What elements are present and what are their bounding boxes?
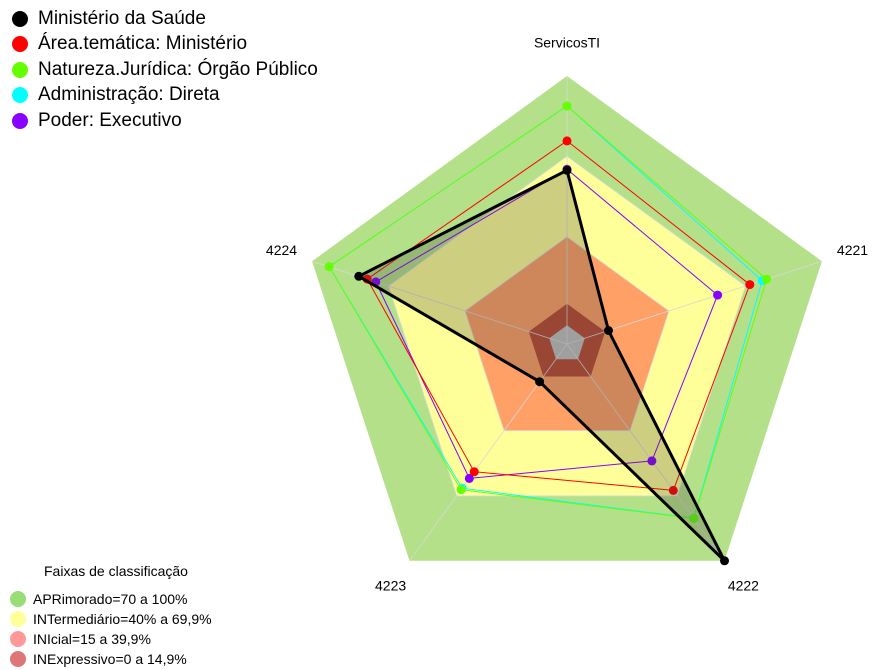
legend-marker [12, 36, 28, 53]
data-point [535, 377, 545, 387]
legend-item: Área.temática: Ministério [12, 32, 318, 58]
band-legend-marker [10, 611, 26, 627]
axis-label-ServicosTI: ServicosTI [534, 35, 600, 51]
legend-label: Poder: Executivo [38, 109, 182, 131]
series-1 [354, 165, 729, 566]
series-legend: Ministério da Saúde Área.temática: Minist… [12, 6, 318, 134]
legend-marker [12, 10, 28, 27]
series-line [355, 168, 726, 562]
data-point [689, 514, 699, 523]
series-3 [324, 101, 772, 523]
spoke-4222 [566, 343, 725, 562]
axis-label-4222: 4222 [728, 578, 759, 594]
band-legend-item: INExpressivo=0 a 14,9% [10, 649, 212, 669]
band-legend-label: INExpressivo=0 a 14,9% [33, 651, 187, 667]
data-point [456, 485, 466, 495]
data-point [713, 290, 723, 300]
legend-label: Área.temática: Ministério [38, 33, 248, 55]
band-legend-marker [10, 651, 26, 667]
data-point [762, 274, 772, 284]
data-point [464, 473, 474, 483]
data-point [562, 136, 572, 146]
data-point [604, 326, 613, 335]
band-legend-item: APRimorado=70 a 100% [10, 589, 212, 609]
legend-item: Poder: Executivo [12, 108, 318, 134]
data-point [562, 165, 572, 175]
classification-legend: Faixas de classificação APRimorado=70 a … [10, 563, 212, 669]
band-legend-item: INTermediário=40% a 69,9% [10, 609, 212, 629]
classification-legend-title: Faixas de classificação [44, 563, 188, 579]
data-point [562, 101, 572, 111]
series-line [375, 168, 719, 479]
band-legend-item: INIcial=15 a 39,9% [10, 629, 212, 649]
axis-label-4223: 4223 [375, 578, 406, 594]
data-point [324, 262, 334, 272]
data-point [668, 485, 678, 495]
legend-item: Ministério da Saúde [12, 6, 318, 32]
legend-marker [12, 61, 28, 78]
series-layer [324, 101, 772, 566]
band-legend-marker [10, 591, 26, 607]
data-point [354, 271, 364, 281]
band-legend-marker [10, 631, 26, 647]
axis-label-4221: 4221 [837, 242, 868, 258]
grid-ring-1 [388, 155, 746, 497]
data-point [720, 556, 729, 566]
data-point [745, 280, 755, 290]
legend-label: Administração: Direta [38, 84, 220, 106]
axis-label-4224: 4224 [266, 242, 297, 258]
legend-label: Ministério da Saúde [38, 7, 206, 29]
band-legend-label: APRimorado=70 a 100% [33, 591, 188, 607]
data-point [647, 456, 657, 466]
legend-item: Administração: Direta [12, 83, 318, 109]
data-point [469, 467, 479, 477]
grid-ring-0 [464, 236, 670, 432]
band-legend-label: INTermediário=40% a 69,9% [33, 611, 212, 627]
axis-labels: ServicosTI 4221 4222 4223 4224 [266, 35, 868, 594]
band-legend-label: INIcial=15 a 39,9% [33, 631, 151, 647]
legend-item: Natureza.Jurídica: Órgão Público [12, 57, 318, 83]
legend-marker [12, 112, 28, 129]
legend-marker [12, 87, 28, 104]
series-line [328, 105, 768, 520]
legend-label: Natureza.Jurídica: Órgão Público [38, 58, 318, 80]
